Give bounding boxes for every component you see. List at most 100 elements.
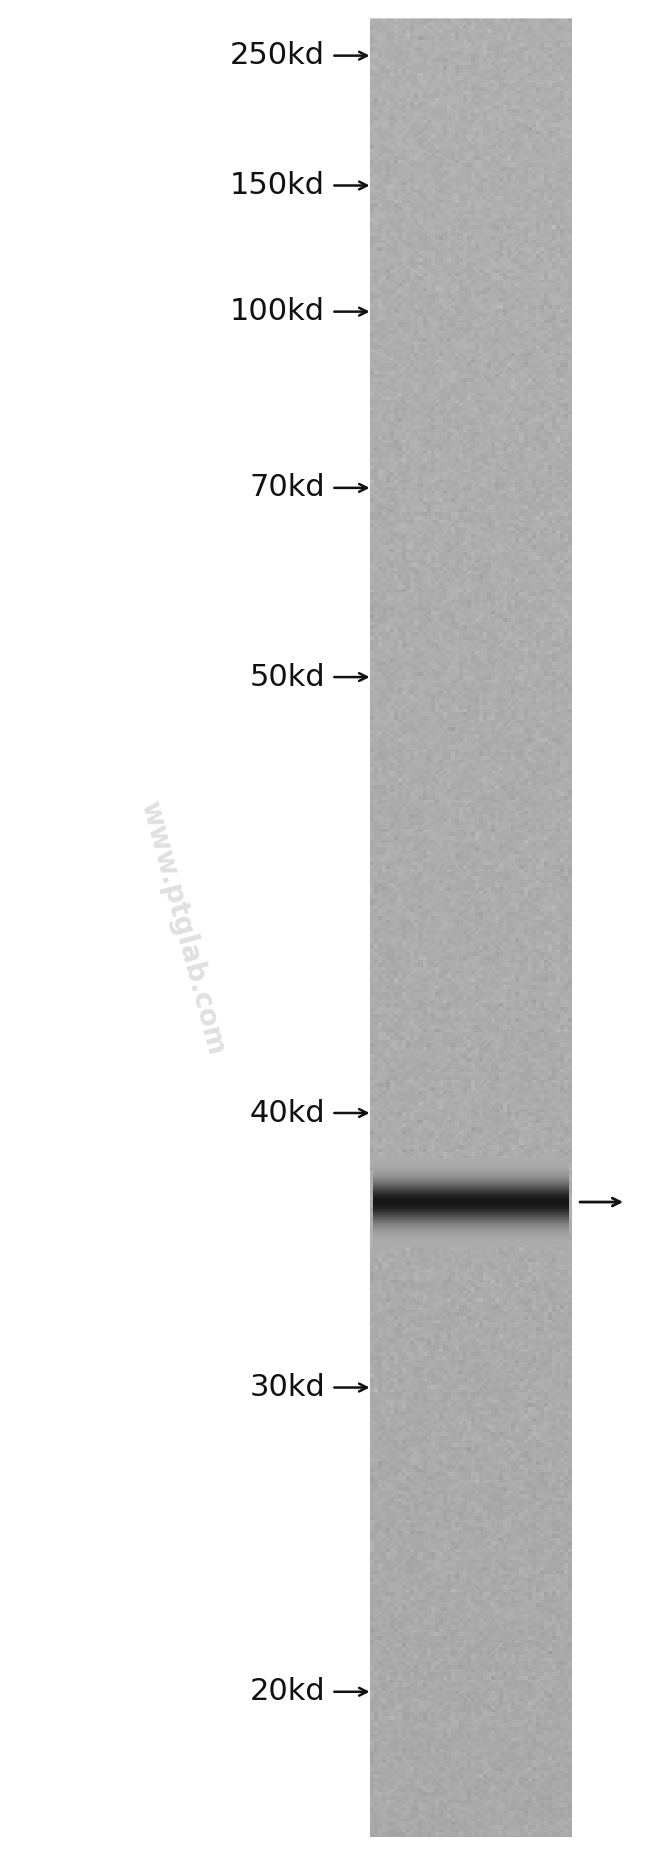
Bar — [370, 1833, 572, 1836]
Bar — [370, 1076, 572, 1081]
Bar — [370, 325, 572, 328]
Bar — [370, 69, 572, 74]
Bar — [370, 1044, 572, 1048]
Bar — [370, 1786, 572, 1790]
Bar — [370, 1337, 572, 1343]
Bar — [370, 1030, 572, 1033]
Bar — [370, 764, 572, 768]
Bar — [370, 1113, 572, 1117]
Bar — [370, 167, 572, 173]
Bar — [370, 1378, 572, 1382]
Bar — [370, 1324, 572, 1328]
Bar — [370, 1059, 572, 1063]
Bar — [370, 614, 572, 620]
Bar — [370, 1273, 572, 1276]
Bar — [370, 189, 572, 193]
Bar — [370, 625, 572, 629]
Bar — [370, 916, 572, 920]
Bar — [370, 1018, 572, 1022]
Bar — [370, 579, 572, 582]
Bar — [370, 942, 572, 946]
Bar — [370, 1614, 572, 1619]
Bar — [370, 1287, 572, 1291]
Bar — [370, 1681, 572, 1684]
Bar — [370, 1601, 572, 1605]
Bar — [370, 91, 572, 95]
Text: 20kd: 20kd — [250, 1677, 325, 1707]
Bar — [370, 1753, 572, 1757]
Bar — [370, 1401, 572, 1404]
Bar — [370, 226, 572, 230]
Bar — [370, 22, 572, 26]
Bar — [370, 1258, 572, 1263]
Bar — [370, 1302, 572, 1306]
Bar — [370, 1150, 572, 1154]
Bar — [370, 1503, 572, 1506]
Bar — [370, 601, 572, 605]
Bar — [370, 1159, 572, 1165]
Bar — [370, 186, 572, 189]
Bar — [370, 1742, 572, 1746]
Bar — [370, 796, 572, 801]
Bar — [370, 1810, 572, 1814]
Bar — [370, 1825, 572, 1829]
Bar — [370, 48, 572, 52]
Bar — [370, 245, 572, 249]
Bar — [370, 1506, 572, 1510]
Bar — [370, 1317, 572, 1321]
Bar — [370, 1790, 572, 1794]
Bar — [370, 26, 572, 30]
Bar — [370, 553, 572, 556]
Bar — [370, 961, 572, 965]
Bar — [370, 1245, 572, 1248]
Bar — [370, 121, 572, 124]
Bar — [370, 1356, 572, 1360]
Bar — [370, 1749, 572, 1753]
Bar — [370, 1560, 572, 1564]
Bar — [370, 432, 572, 438]
Bar — [370, 1222, 572, 1226]
Bar — [370, 1783, 572, 1786]
Bar — [370, 1677, 572, 1681]
Bar — [370, 848, 572, 851]
Bar — [370, 883, 572, 889]
Bar — [370, 1454, 572, 1458]
Bar — [370, 163, 572, 169]
Bar — [370, 59, 572, 63]
Bar — [370, 63, 572, 67]
Bar — [370, 811, 572, 814]
Bar — [370, 1265, 572, 1269]
Bar — [370, 382, 572, 386]
Bar — [370, 1007, 572, 1011]
Bar — [370, 1716, 572, 1720]
Bar — [370, 978, 572, 983]
Bar — [370, 109, 572, 113]
Bar — [370, 1182, 572, 1185]
Bar — [370, 746, 572, 749]
Bar — [370, 1219, 572, 1222]
Bar — [370, 1465, 572, 1469]
Bar — [370, 1484, 572, 1488]
Bar — [370, 412, 572, 416]
Bar — [370, 807, 572, 811]
Bar — [370, 1772, 572, 1775]
Bar — [370, 803, 572, 809]
Bar — [370, 1072, 572, 1078]
Bar — [370, 519, 572, 525]
Bar — [370, 469, 572, 473]
Bar — [370, 1143, 572, 1146]
Bar — [370, 477, 572, 480]
Bar — [370, 56, 572, 59]
Bar — [370, 1530, 572, 1536]
Bar — [370, 241, 572, 245]
Bar — [370, 215, 572, 219]
Bar — [370, 920, 572, 924]
Bar — [370, 1792, 572, 1797]
Bar — [370, 178, 572, 182]
Bar — [370, 1298, 572, 1302]
Bar — [370, 1670, 572, 1673]
Bar — [370, 423, 572, 427]
Bar — [370, 1519, 572, 1525]
Bar — [370, 1280, 572, 1284]
Bar — [370, 1491, 572, 1495]
